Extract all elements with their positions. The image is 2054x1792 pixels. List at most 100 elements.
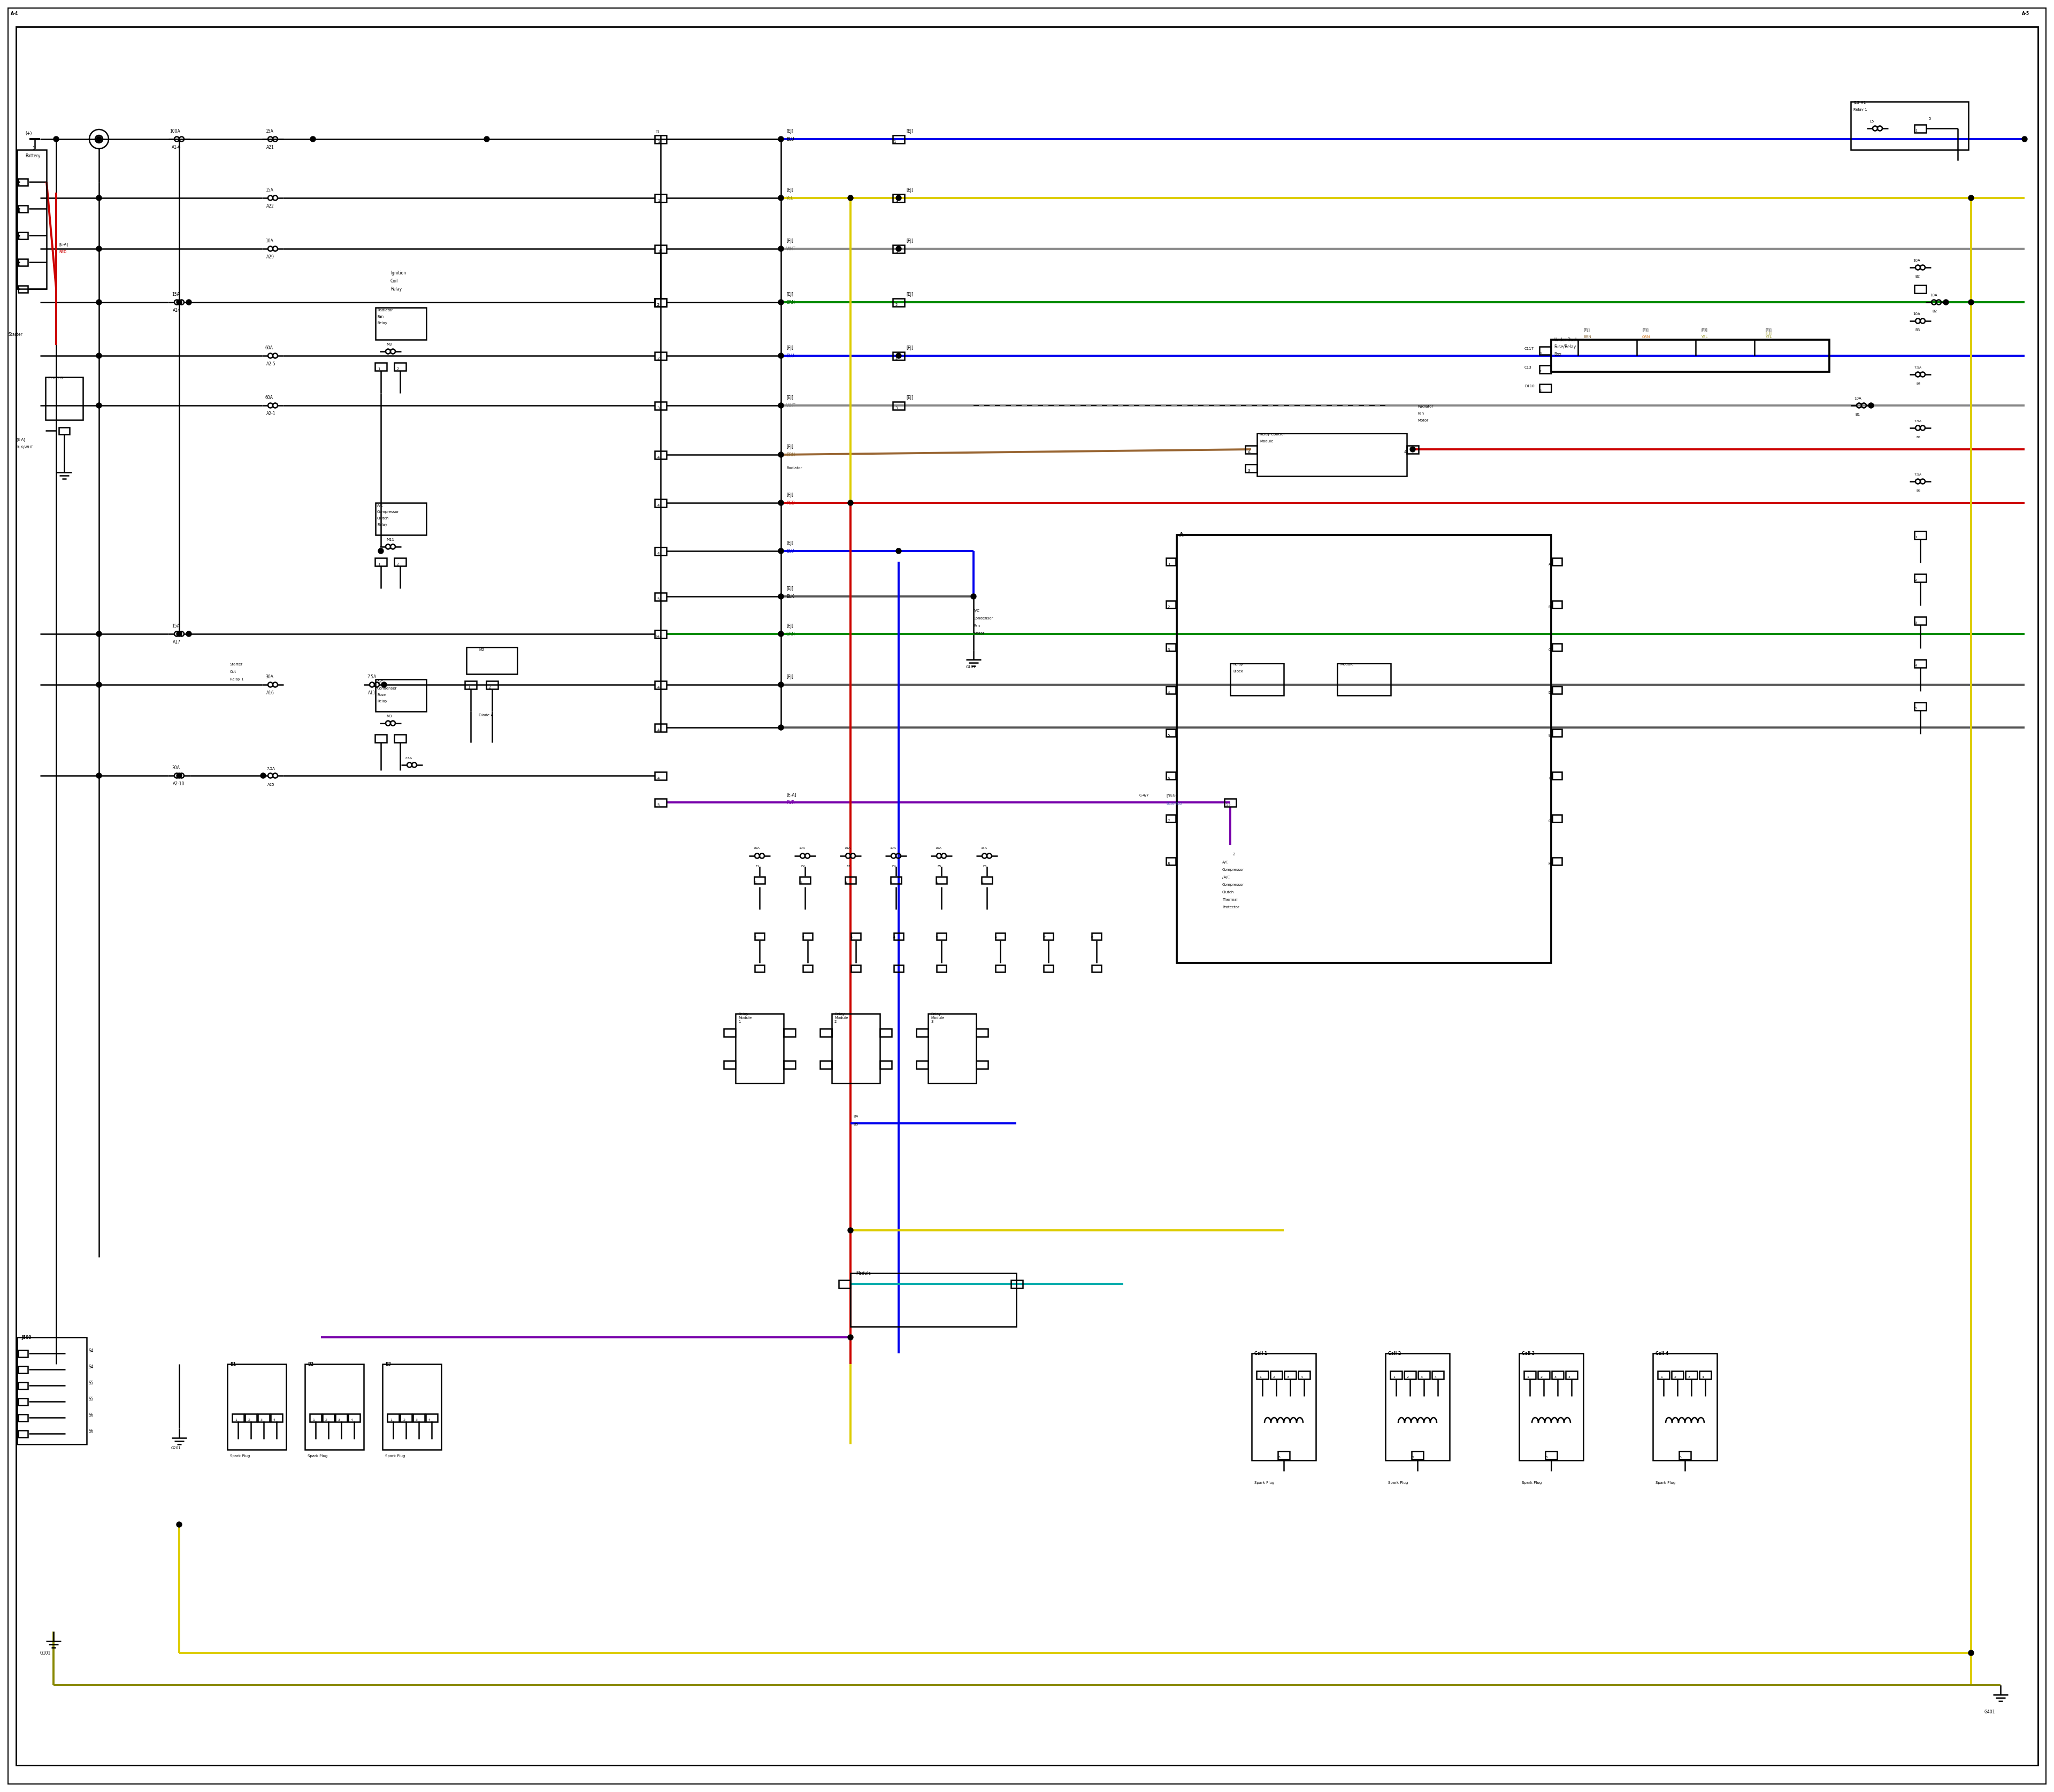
Bar	[832, 1014, 879, 1082]
Bar	[1278, 1452, 1290, 1459]
Text: F4: F4	[891, 866, 896, 867]
Text: 1: 1	[1526, 1376, 1528, 1378]
Text: [EJ]: [EJ]	[906, 396, 914, 400]
Text: 5: 5	[937, 882, 939, 883]
Text: A-5: A-5	[2021, 11, 2029, 16]
Text: [EJ]: [EJ]	[787, 541, 793, 545]
Bar	[310, 1414, 322, 1421]
Bar	[382, 1364, 442, 1450]
Text: 2: 2	[1407, 1376, 1409, 1378]
Text: 10A: 10A	[1931, 294, 1937, 297]
Text: Diode A: Diode A	[479, 713, 493, 717]
Bar	[1914, 616, 1927, 625]
Bar	[304, 1364, 364, 1450]
Text: +: +	[16, 183, 21, 186]
Text: Under-Dash: Under-Dash	[1555, 337, 1577, 342]
Bar	[401, 1414, 413, 1421]
Text: BLU: BLU	[787, 136, 795, 142]
Text: F2: F2	[801, 866, 805, 867]
Text: [EJ]: [EJ]	[1701, 328, 1707, 332]
Text: 4: 4	[1914, 665, 1916, 667]
Text: Motor: Motor	[1417, 419, 1428, 423]
Circle shape	[97, 246, 101, 251]
Bar	[1565, 1371, 1577, 1378]
Text: 4: 4	[273, 1419, 275, 1421]
Text: Compressor: Compressor	[1222, 867, 1245, 871]
Text: G101: G101	[41, 1650, 51, 1656]
Text: BLK: BLK	[787, 595, 795, 599]
Text: RED: RED	[60, 251, 66, 253]
Text: 1: 1	[312, 1419, 314, 1421]
Text: Relay 1: Relay 1	[1853, 108, 1867, 111]
Bar	[754, 964, 764, 971]
Text: 5: 5	[1914, 708, 1916, 710]
Text: 4: 4	[1703, 1376, 1705, 1378]
Bar	[18, 1398, 29, 1405]
Text: 2: 2	[325, 1419, 327, 1421]
Bar	[655, 246, 665, 253]
Bar	[1538, 383, 1551, 392]
Text: [EJ]: [EJ]	[906, 346, 914, 351]
Text: BRN: BRN	[1584, 335, 1592, 339]
Bar	[655, 799, 665, 806]
Text: D: D	[1549, 692, 1551, 694]
Text: G101: G101	[965, 665, 976, 668]
Bar	[376, 504, 427, 536]
Bar	[1545, 1452, 1557, 1459]
Text: A22: A22	[267, 204, 275, 208]
Text: A16: A16	[267, 690, 275, 695]
Circle shape	[778, 353, 785, 358]
Text: 2: 2	[799, 882, 801, 883]
Text: Spark Plug: Spark Plug	[1522, 1482, 1543, 1484]
Text: A/C: A/C	[378, 681, 384, 683]
Bar	[376, 362, 386, 371]
Text: 2: 2	[657, 303, 659, 306]
Circle shape	[97, 631, 101, 636]
Bar	[916, 1061, 928, 1068]
Bar	[394, 362, 407, 371]
Circle shape	[896, 195, 902, 201]
Text: [EJ]: [EJ]	[906, 292, 914, 297]
Text: A2-5: A2-5	[267, 362, 275, 366]
Circle shape	[187, 299, 191, 305]
Text: Relay
Module
2: Relay Module 2	[834, 1012, 848, 1023]
Bar	[996, 932, 1004, 939]
Text: 6: 6	[982, 882, 984, 883]
Bar	[838, 1279, 850, 1288]
Text: 7.5A: 7.5A	[405, 756, 413, 760]
Bar	[1167, 815, 1175, 823]
Circle shape	[261, 772, 265, 778]
Bar	[893, 194, 904, 202]
Bar	[1405, 1371, 1415, 1378]
Text: B2: B2	[308, 1362, 314, 1367]
Text: BLU: BLU	[787, 353, 795, 358]
Bar	[655, 297, 665, 306]
Text: Compressor: Compressor	[1222, 883, 1245, 887]
Text: 7.5A: 7.5A	[1914, 473, 1920, 477]
Circle shape	[97, 772, 101, 778]
Text: 30: 30	[16, 237, 21, 240]
Bar	[844, 876, 857, 883]
Text: Spark Plug: Spark Plug	[308, 1455, 327, 1457]
Bar	[466, 647, 518, 674]
Bar	[803, 932, 813, 939]
Text: 1: 1	[1538, 351, 1543, 355]
Bar	[893, 351, 904, 360]
Text: 3: 3	[1167, 649, 1171, 652]
Text: 5: 5	[1413, 1457, 1415, 1459]
Bar	[893, 964, 904, 971]
Bar	[735, 1014, 785, 1082]
Text: Radiator: Radiator	[378, 308, 392, 312]
Bar	[464, 681, 477, 688]
Text: Coil 2: Coil 2	[1389, 1351, 1401, 1357]
Text: 2: 2	[1914, 579, 1916, 582]
Bar	[982, 876, 992, 883]
Circle shape	[97, 195, 101, 201]
Text: S6: S6	[88, 1412, 92, 1417]
Text: 54a: 54a	[655, 634, 661, 638]
Circle shape	[778, 136, 785, 142]
Bar	[18, 204, 29, 211]
Text: C13: C13	[1524, 366, 1532, 369]
Text: 3: 3	[339, 1419, 341, 1421]
Text: Box: Box	[1555, 351, 1561, 357]
